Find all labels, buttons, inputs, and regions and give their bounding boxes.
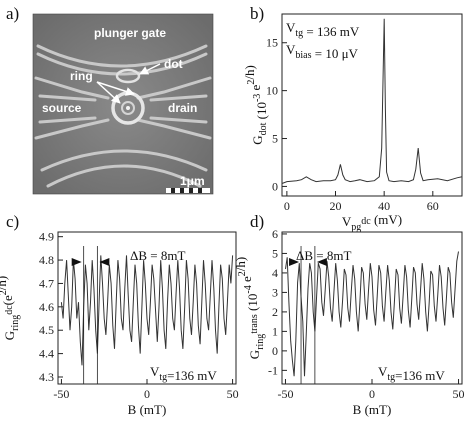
x-tick-label: 50 bbox=[453, 387, 465, 401]
y-tick-label: 5 bbox=[272, 246, 278, 260]
x-tick-label: -50 bbox=[53, 387, 69, 401]
sem-scale-bar-label: 1μm bbox=[180, 174, 205, 188]
y-axis-label: Gdot (10-3 e2/h) bbox=[242, 65, 269, 145]
x-tick-label: 50 bbox=[227, 387, 239, 401]
x-tick-label: 0 bbox=[144, 387, 150, 401]
sem-label-drain: drain bbox=[168, 101, 197, 115]
annotation-vbias: Vbias = 10 μV bbox=[286, 42, 359, 61]
y-tick-label: -1 bbox=[268, 363, 278, 377]
x-tick-label: 60 bbox=[427, 199, 439, 213]
y-tick-label: 4.7 bbox=[39, 276, 54, 290]
y-tick-label: 4.6 bbox=[39, 300, 54, 314]
sem-label-ring: ring bbox=[70, 69, 93, 83]
panel-label-a: a) bbox=[6, 4, 20, 23]
sem-micrograph: plunger gate dot ring source drain 1μm bbox=[32, 13, 214, 195]
annotation-delta-b: ΔB = 8mT bbox=[130, 248, 185, 263]
y-tick-label: 4.5 bbox=[39, 323, 54, 337]
series-line bbox=[285, 251, 459, 377]
plot-frame bbox=[281, 13, 463, 197]
y-tick-label: 4.4 bbox=[39, 347, 54, 361]
y-tick-label: 15 bbox=[266, 36, 278, 50]
y-axis-label: Gringtrans (10-4 e2/h) bbox=[233, 257, 266, 359]
chart-b-dot-conductance: 0 20 40 60 0 5 10 15 Vtg = 136 mV Vbias = 10 μV Gd… bbox=[242, 13, 463, 233]
y-axis-label: Gringdc(e2/h) bbox=[0, 276, 21, 341]
y-tick-label: 10 bbox=[266, 84, 278, 98]
annotation-vtg: Vtg=136 mV bbox=[378, 364, 445, 383]
x-axis-label: B (mT) bbox=[128, 402, 167, 417]
x-tick-label: 40 bbox=[378, 199, 390, 213]
y-tick-label: 6 bbox=[272, 227, 278, 241]
sem-label-source: source bbox=[42, 101, 82, 115]
x-tick-label: 20 bbox=[330, 199, 342, 213]
panel-label-b: b) bbox=[250, 4, 265, 23]
delta-b-arrow-left bbox=[71, 258, 82, 266]
y-tick-label: 2 bbox=[272, 305, 278, 319]
y-tick-label: 4.3 bbox=[39, 370, 54, 384]
delta-b-arrow-right bbox=[316, 258, 327, 266]
delta-b-arrow-left bbox=[289, 258, 300, 266]
annotation-delta-b: ΔB = 8mT bbox=[296, 248, 351, 263]
annotation-vtg: Vtg = 136 mV bbox=[286, 20, 360, 39]
x-axis-label: Vpgdc (mV) bbox=[342, 212, 402, 233]
annotation-vtg: Vtg=136 mV bbox=[150, 364, 217, 383]
x-tick-label: 0 bbox=[369, 387, 375, 401]
sem-label-plunger-gate: plunger gate bbox=[94, 26, 166, 40]
x-axis-label: B (mT) bbox=[353, 402, 392, 417]
series-line bbox=[281, 18, 463, 184]
y-tick-label: 3 bbox=[272, 285, 278, 299]
y-tick-label: 4.9 bbox=[39, 230, 54, 244]
chart-d-ring-trans: -50 0 50 -1 0 1 2 3 4 5 6 ΔB = 8mT Vtg=136 mV Gringtr… bbox=[233, 227, 465, 417]
series-line bbox=[60, 255, 234, 366]
y-tick-label: 1 bbox=[272, 324, 278, 338]
y-tick-label: 4 bbox=[272, 266, 278, 280]
panel-label-c: c) bbox=[6, 212, 20, 231]
y-tick-label: 0 bbox=[272, 179, 278, 193]
x-tick-label: -50 bbox=[277, 387, 293, 401]
y-tick-label: 0 bbox=[272, 344, 278, 358]
sem-label-dot: dot bbox=[164, 57, 183, 71]
y-tick-label: 5 bbox=[272, 132, 278, 146]
x-tick-label: 0 bbox=[284, 199, 290, 213]
chart-c-ring-dc: -50 0 50 4.3 4.4 4.5 4.6 4.7 4.8 4.9 ΔB = 8mT Vtg=1… bbox=[0, 230, 239, 417]
y-tick-label: 4.8 bbox=[39, 253, 54, 267]
panel-label-d: d) bbox=[250, 212, 265, 231]
delta-b-arrow-right bbox=[99, 258, 110, 266]
